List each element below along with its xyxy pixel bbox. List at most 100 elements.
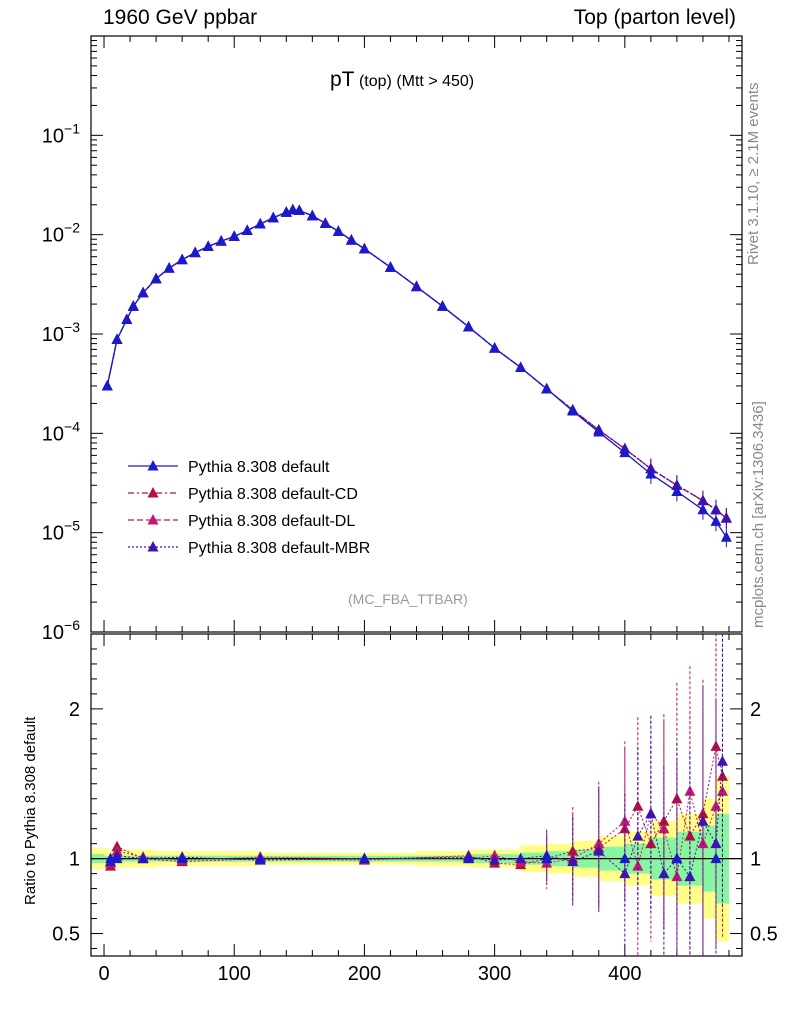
ratio-marker-mbr bbox=[489, 854, 501, 865]
main-y-ticks bbox=[91, 40, 742, 633]
ratio-marker-default bbox=[710, 852, 722, 864]
marker-default bbox=[241, 224, 253, 236]
y-tick-label-main: 10−5 bbox=[42, 518, 80, 545]
ratio-marker-dl bbox=[671, 870, 683, 882]
y-tick-label-main: 10−1 bbox=[42, 120, 80, 147]
marker-default bbox=[489, 342, 501, 353]
ratio-marker-mbr bbox=[515, 852, 527, 864]
ratio-marker-mbr bbox=[716, 755, 728, 766]
ratio-marker-default bbox=[111, 852, 123, 864]
marker-mbr bbox=[720, 512, 732, 523]
marker-default bbox=[437, 300, 449, 311]
marker-default bbox=[710, 515, 722, 526]
ratio-marker-dl bbox=[684, 785, 696, 796]
marker-default bbox=[228, 230, 240, 241]
ratio-y-ticks bbox=[91, 648, 742, 950]
ratio-marker-dl bbox=[632, 860, 644, 871]
y-tick-label-ratio-right: 0.5 bbox=[750, 924, 778, 946]
ratio-marker-mbr bbox=[697, 815, 709, 826]
ratio-marker-mbr bbox=[684, 870, 696, 882]
y-tick-label-ratio-left: 0.5 bbox=[52, 924, 80, 946]
marker-default bbox=[411, 280, 422, 292]
y-tick-label-main: 10−2 bbox=[42, 220, 80, 247]
marker-default bbox=[293, 204, 305, 216]
marker-default bbox=[515, 361, 527, 372]
marker-default bbox=[163, 262, 175, 273]
y-tick-label-main: 10−3 bbox=[42, 319, 80, 346]
marker-default bbox=[189, 246, 201, 258]
x-tick-label: 300 bbox=[478, 963, 511, 985]
x-tick-label: 100 bbox=[218, 963, 251, 985]
marker-default bbox=[267, 211, 279, 223]
ratio-marker-mbr bbox=[619, 867, 631, 879]
legend-marker-dl bbox=[147, 514, 159, 525]
plot-title-sub2: (Mtt > 450) bbox=[396, 73, 475, 90]
legend: Pythia 8.308 default Pythia 8.308 default… bbox=[128, 459, 370, 557]
legend-marker-cd bbox=[147, 487, 159, 498]
marker-default bbox=[287, 203, 299, 215]
marker-mbr bbox=[710, 503, 722, 515]
ratio-marker-mbr bbox=[632, 830, 644, 841]
header-right: Top (parton level) bbox=[573, 6, 736, 29]
ratio-marker-default bbox=[541, 852, 553, 864]
analysis-tag: (MC_FBA_TTBAR) bbox=[348, 591, 468, 607]
marker-default bbox=[127, 300, 139, 311]
ratio-marker-default bbox=[176, 852, 188, 864]
x-ticks bbox=[103, 36, 730, 956]
header-left: 1960 GeV ppbar bbox=[103, 6, 258, 29]
x-tick-label: 400 bbox=[608, 963, 641, 985]
ratio-marker-mbr bbox=[567, 855, 579, 867]
marker-default bbox=[101, 379, 113, 391]
ratio-plot-frame bbox=[90, 633, 743, 957]
legend-label-dl: Pythia 8.308 default-DL bbox=[188, 513, 355, 530]
marker-default bbox=[254, 218, 266, 229]
marker-default bbox=[345, 234, 357, 245]
y-tick-label-main: 10−6 bbox=[42, 617, 80, 644]
main-series bbox=[101, 203, 732, 548]
ratio-line-dl bbox=[110, 791, 723, 877]
marker-default bbox=[697, 503, 709, 515]
ratio-series bbox=[105, 634, 728, 956]
marker-default bbox=[137, 286, 149, 298]
x-tick-label: 200 bbox=[348, 963, 381, 985]
legend-label-default: Pythia 8.308 default bbox=[188, 459, 330, 476]
ratio-marker-default bbox=[358, 852, 370, 864]
marker-default bbox=[121, 313, 133, 324]
marker-default bbox=[619, 446, 631, 458]
plot-title: pT (top) (Mtt > 450) bbox=[330, 68, 474, 92]
plot-title-main: pT bbox=[330, 68, 355, 91]
ratio-marker-cd bbox=[632, 800, 644, 811]
marker-default bbox=[463, 320, 475, 332]
marker-default bbox=[720, 531, 732, 542]
y-tick-label-ratio-left: 1 bbox=[69, 849, 80, 871]
plot-title-sub1: (top) bbox=[358, 73, 392, 90]
marker-default bbox=[384, 261, 396, 272]
marker-default bbox=[202, 240, 214, 252]
series-line-cd bbox=[106, 209, 727, 519]
ratio-marker-default bbox=[619, 852, 631, 864]
marker-default bbox=[332, 225, 344, 236]
y-tick-label-main: 10−4 bbox=[42, 418, 80, 445]
ratio-marker-cd bbox=[658, 815, 670, 826]
marker-default bbox=[541, 382, 553, 394]
ratio-marker-default bbox=[254, 852, 266, 864]
ratio-marker-mbr bbox=[658, 867, 670, 879]
marker-default bbox=[111, 333, 123, 345]
marker-default bbox=[176, 253, 188, 265]
ratio-marker-cd bbox=[684, 830, 696, 841]
ratio-marker-default bbox=[463, 852, 475, 864]
marker-default bbox=[671, 485, 683, 496]
marker-default bbox=[645, 467, 657, 479]
ratio-marker-dl bbox=[710, 800, 722, 811]
marker-default bbox=[150, 272, 162, 284]
ratio-marker-mbr bbox=[710, 837, 722, 849]
marker-default bbox=[306, 209, 318, 221]
ratio-marker-default bbox=[137, 852, 149, 864]
marker-default bbox=[593, 426, 605, 437]
y-tick-label-ratio-right: 1 bbox=[750, 849, 761, 871]
legend-label-cd: Pythia 8.308 default-CD bbox=[188, 486, 358, 503]
legend-marker-mbr bbox=[147, 541, 159, 552]
marker-default bbox=[319, 217, 331, 228]
ratio-marker-dl bbox=[593, 837, 605, 849]
